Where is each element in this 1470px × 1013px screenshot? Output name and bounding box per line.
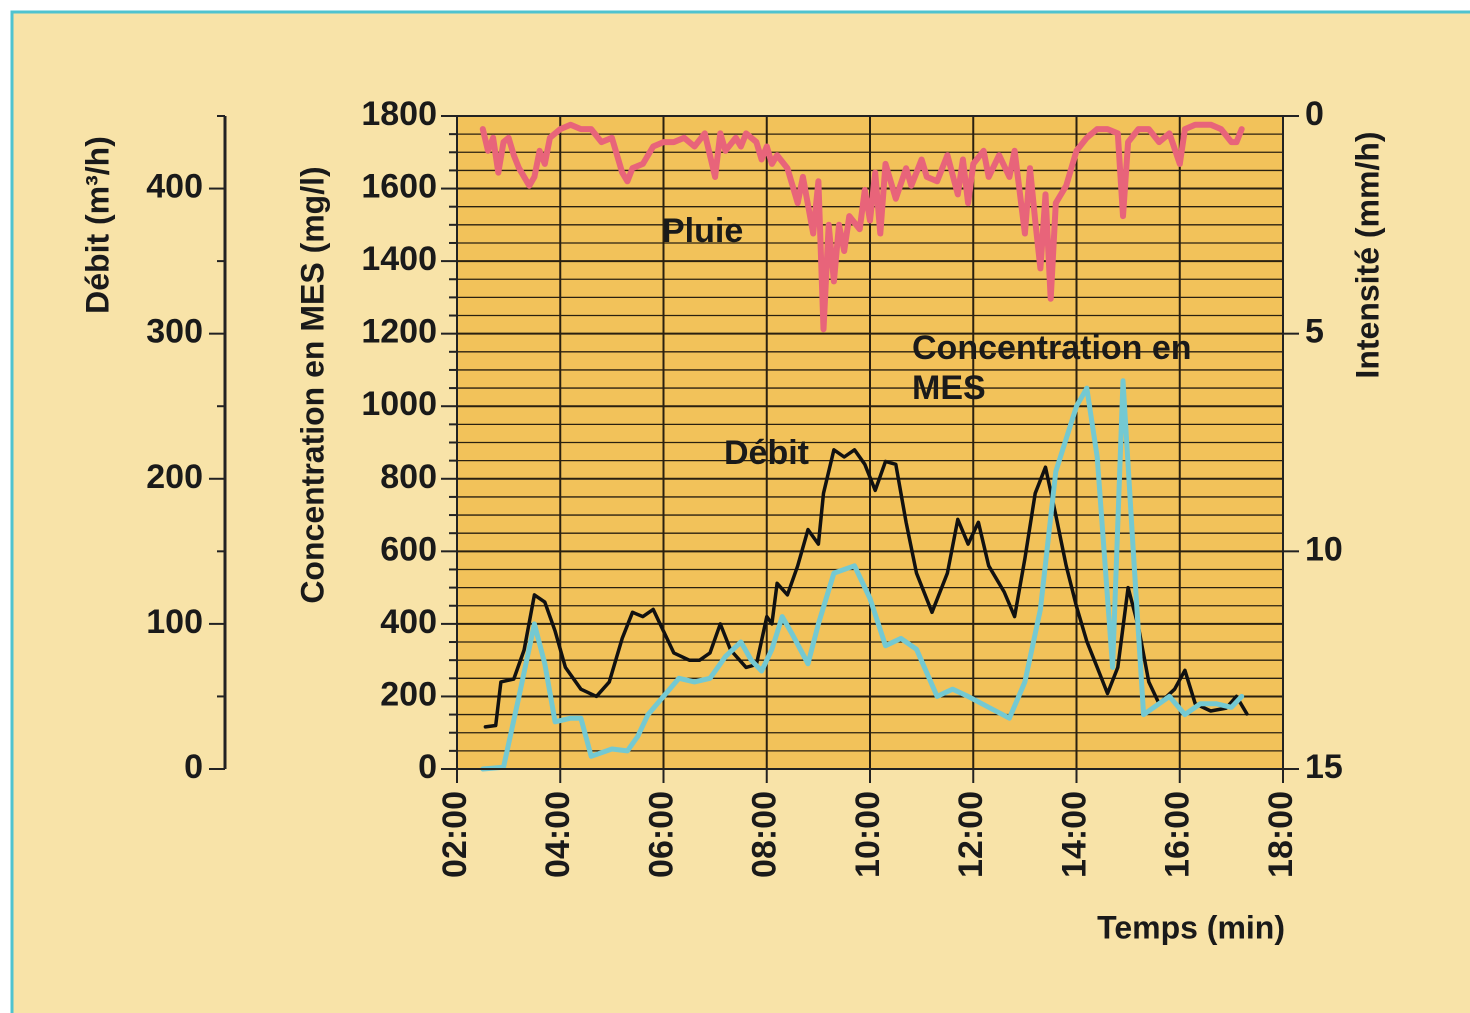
y-tick-label: 1000 (361, 385, 437, 423)
x-tick-label: 04:00 (539, 791, 577, 878)
y-tick-label: 1400 (361, 240, 437, 278)
series-line (479, 121, 1245, 333)
y3-tick-label: 400 (146, 168, 203, 206)
series-line (483, 448, 1249, 729)
y-tick-label: 1800 (361, 95, 437, 133)
series-line (480, 378, 1245, 772)
y-tick-label: 0 (418, 748, 437, 786)
y-tick-label: 1600 (361, 168, 437, 206)
x-tick-label: 14:00 (1055, 791, 1093, 878)
y-tick-label: 800 (380, 458, 437, 496)
y2-tick-label: 0 (1305, 95, 1324, 133)
x-axis-title: Temps (min) (1097, 909, 1285, 945)
y3-tick-label: 200 (146, 458, 203, 496)
x-tick-label: 18:00 (1262, 791, 1300, 878)
series-label: Pluie (662, 212, 743, 250)
x-tick-label: 08:00 (746, 791, 784, 878)
x-tick-label: 16:00 (1159, 791, 1197, 878)
y3-tick-label: 300 (146, 313, 203, 351)
series-label: Concentration en MES (912, 329, 1192, 407)
y-tick-label: 400 (380, 603, 437, 641)
y3-tick-label: 0 (184, 748, 203, 786)
x-tick-label: 10:00 (849, 791, 887, 878)
y3-axis-title: Débit (m³/h) (79, 136, 115, 314)
x-tick-label: 06:00 (642, 791, 680, 878)
y2-tick-label: 10 (1305, 530, 1343, 568)
y2-tick-label: 5 (1305, 313, 1324, 351)
series-label: Débit (724, 434, 809, 472)
x-tick-label: 02:00 (436, 791, 474, 878)
y3-tick-label: 100 (146, 603, 203, 641)
lines (479, 121, 1249, 772)
y-tick-label: 1200 (361, 313, 437, 351)
y-axis-title: Concentration en MES (mg/l) (294, 166, 330, 603)
y-tick-label: 600 (380, 530, 437, 568)
grid (456, 115, 1284, 770)
x-tick-label: 12:00 (952, 791, 990, 878)
y-tick-label: 200 (380, 675, 437, 713)
y2-axis-title: Intensité (mm/h) (1349, 131, 1385, 378)
y2-tick-label: 15 (1305, 748, 1343, 786)
